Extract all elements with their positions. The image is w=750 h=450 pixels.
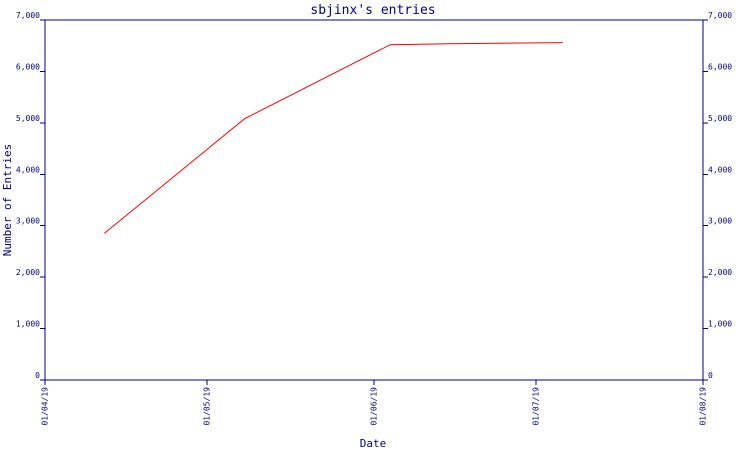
y-tick-label-left: 5,000 xyxy=(16,114,40,123)
y-tick-label-right: 7,000 xyxy=(708,11,732,20)
x-axis-ticks: 01/04/19 01/05/19 01/06/19 01/07/19 01/08/19 xyxy=(41,380,708,426)
x-tick-label: 01/07/19 xyxy=(531,387,540,426)
series-layer xyxy=(103,42,563,234)
y-tick-label-left: 2,000 xyxy=(16,268,40,277)
series-line xyxy=(103,42,563,234)
y-tick-label-left: 3,000 xyxy=(16,217,40,226)
y-tick-label-left: 4,000 xyxy=(16,165,40,174)
y-axis-label: Number of Entries xyxy=(1,144,14,257)
x-axis-label: Date xyxy=(360,437,387,450)
y-tick-label-left: 1,000 xyxy=(16,320,40,329)
y-tick-label-left: 6,000 xyxy=(16,62,40,71)
y-tick-label-right: 6,000 xyxy=(708,62,732,71)
x-tick-label: 01/08/19 xyxy=(699,387,708,426)
plot-frame xyxy=(44,19,704,381)
y-tick-label-left: 0 xyxy=(35,371,40,380)
y-tick-label-right: 4,000 xyxy=(708,165,732,174)
y-tick-label-right: 1,000 xyxy=(708,320,732,329)
y-tick-label-left: 7,000 xyxy=(16,11,40,20)
chart-title: sbjinx's entries xyxy=(310,3,435,18)
y-tick-label-right: 3,000 xyxy=(708,217,732,226)
x-tick-label: 01/04/19 xyxy=(41,387,50,426)
y-tick-label-right: 5,000 xyxy=(708,114,732,123)
y-tick-label-right: 2,000 xyxy=(708,268,732,277)
x-tick-label: 01/05/19 xyxy=(202,387,211,426)
y-axis-ticks: 0 0 1,000 1,000 2,000 2,000 3,000 3,000 4,000 4,0… xyxy=(16,11,732,381)
y-tick-label-right: 0 xyxy=(708,371,713,380)
x-tick-label: 01/06/19 xyxy=(370,387,379,426)
